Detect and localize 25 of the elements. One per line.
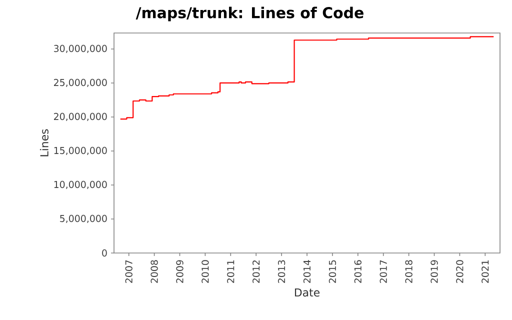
x-tick-label: 2016 (354, 260, 362, 283)
x-tick-label: 2011 (227, 260, 234, 283)
x-tick-label: 2009 (176, 260, 184, 283)
x-tick-label: 2020 (456, 260, 464, 283)
x-tick-label: 2017 (380, 260, 387, 283)
x-tick-label: 2012 (252, 260, 260, 283)
y-tick-label: 30,000,000 (54, 44, 107, 54)
x-tick-label: 2019 (430, 260, 438, 283)
y-tick-label: 20,000,000 (54, 112, 107, 122)
y-tick-label: 10,000,000 (54, 180, 107, 190)
x-tick-label: 2015 (328, 260, 336, 283)
x-tick-label: 2021 (482, 260, 489, 283)
y-tick-label: 15,000,000 (54, 146, 107, 156)
y-tick-label: 25,000,000 (54, 78, 107, 88)
x-axis-title: Date (294, 288, 320, 297)
x-tick-label: 2014 (303, 260, 311, 283)
y-axis-title: Lines (40, 129, 48, 156)
x-tick-label: 2018 (405, 260, 412, 283)
chart-title: /maps/trunk: Lines of Code (136, 6, 364, 22)
x-tick-label: 2007 (125, 260, 132, 283)
y-tick-label: 5,000,000 (60, 214, 107, 224)
x-tick-label: 2013 (278, 260, 286, 283)
x-tick-label: 2008 (150, 260, 158, 283)
x-tick-label: 2010 (202, 260, 209, 283)
y-tick-label: 0 (102, 249, 107, 257)
